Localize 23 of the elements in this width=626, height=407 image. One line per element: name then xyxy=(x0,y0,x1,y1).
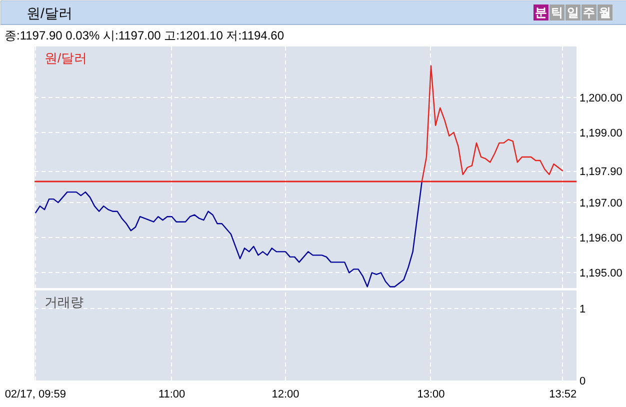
chart-title: 거래량 xyxy=(44,294,84,310)
line-series xyxy=(34,180,423,288)
y-tick-label: 1 xyxy=(580,304,586,316)
text: 주 xyxy=(583,6,595,20)
x-tick-label: 12:00 xyxy=(272,388,300,400)
text: 분 xyxy=(535,6,547,20)
y-tick-label: 1,196.00 xyxy=(580,232,622,245)
y-tick-label: 1,200.00 xyxy=(580,92,622,104)
chart-subtitle: 종:1197.90 0.03% 시:1197.00 고:1201.10 저:1194.60 xyxy=(4,28,284,42)
chart-title: 원/달러 xyxy=(26,5,72,21)
y-tick-label: 1,197.90 xyxy=(580,166,622,178)
text: 일 xyxy=(567,6,579,20)
text: 원/달러 xyxy=(44,50,88,66)
x-tick-label: 02/17, 09:59 xyxy=(4,388,66,400)
x-tick-label: 13:52 xyxy=(549,388,577,400)
text: 월 xyxy=(599,6,611,20)
x-tick-label: 13:00 xyxy=(417,388,445,400)
y-tick-label: 1,199.00 xyxy=(580,127,622,140)
y-tick-label: 1,195.00 xyxy=(580,268,622,280)
x-tick-label: 11:00 xyxy=(158,388,186,400)
y-tick-label: 1,197.00 xyxy=(580,198,622,210)
text: 틱 xyxy=(551,6,563,20)
y-tick-label: 0 xyxy=(580,376,586,388)
